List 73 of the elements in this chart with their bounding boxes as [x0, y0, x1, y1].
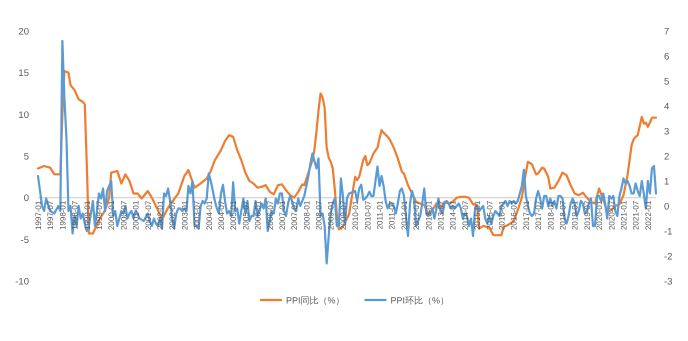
- line-series: [36, 40, 658, 265]
- x-tick-label: 2002-01: [156, 200, 165, 230]
- x-tick-label: 2001-07: [144, 200, 153, 230]
- x-tick-label: 2009-07: [338, 200, 348, 230]
- x-tick-label: 2019-01: [570, 200, 580, 230]
- x-tick-label: 2016-01: [498, 200, 506, 230]
- x-tick-label: 2006-01: [254, 200, 263, 230]
- x-tick-label: 2008-01: [302, 200, 312, 230]
- y2-tick-label: -1: [664, 226, 672, 238]
- y-tick-label: 10: [18, 110, 29, 121]
- x-tick-label: 2021-07: [632, 200, 641, 230]
- x-tick-label: 2009-01: [326, 200, 336, 230]
- x-tick-label: 2012-07: [412, 200, 422, 230]
- y-tick-label: -10: [15, 276, 29, 288]
- y2-tick-label: -3: [664, 276, 672, 288]
- y2-tick-label: -2: [664, 252, 672, 262]
- x-tick-label: 2007-07: [290, 200, 300, 230]
- x-tick-label: 2002-07: [168, 200, 178, 230]
- y2-tick-label: 0: [664, 202, 670, 212]
- x-tick-label: 2013-01: [424, 200, 434, 230]
- y2-tick-label: 2: [664, 152, 670, 162]
- y-tick-label: 5: [24, 152, 29, 162]
- x-tick-label: 2010-07: [363, 200, 372, 230]
- x-tick-label: 2001-01: [132, 200, 141, 230]
- x-tick-label: 2000-01: [107, 200, 116, 230]
- x-tick-label: 1997-07: [46, 200, 56, 230]
- y-tick-label: 0: [24, 193, 29, 204]
- y2-tick-label: 3: [664, 126, 670, 138]
- x-tick-label: 2020-01: [595, 200, 604, 230]
- legend-label: PPI同比（%）: [286, 296, 345, 306]
- line-series: [36, 70, 658, 236]
- y-tick-label: 20: [18, 26, 29, 38]
- y-tick-label: 15: [18, 68, 29, 80]
- x-tick-label: 1998-01: [58, 200, 68, 230]
- x-tick-label: 2013-07: [436, 200, 446, 230]
- x-tick-label: 2008-07: [314, 200, 324, 230]
- x-tick-label: 2019-07: [582, 200, 592, 230]
- x-tick-label: 2004-07: [216, 200, 226, 230]
- x-tick-label: 2018-07: [558, 200, 568, 230]
- x-tick-label: 2016-07: [510, 200, 519, 230]
- y2-tick-label: 4: [664, 102, 670, 112]
- x-tick-label: 2015-01: [473, 200, 482, 230]
- x-tick-label: 2003-07: [192, 200, 202, 230]
- x-tick-label: 2007-01: [278, 200, 287, 230]
- x-tick-label: 2005-07: [241, 200, 250, 230]
- y2-tick-label: 1: [664, 176, 670, 188]
- x-tick-label: 1999-07: [94, 200, 104, 230]
- x-tick-label: 2006-07: [266, 200, 275, 230]
- x-tick-label: 2011-01: [376, 200, 385, 230]
- x-tick-label: 2017-07: [534, 200, 544, 230]
- x-tick-label: 2005-01: [229, 200, 238, 230]
- y2-tick-label: 7: [664, 26, 670, 38]
- x-tick-label: 2015-07: [485, 200, 494, 230]
- x-tick-label: 2014-07: [460, 200, 470, 230]
- x-tick-label: 1997-01: [34, 200, 43, 230]
- x-tick-label: 1999-01: [82, 200, 92, 230]
- x-tick-label: 2021-01: [619, 200, 628, 230]
- x-tick-label: 2011-07: [388, 200, 397, 230]
- x-tick-label: 2003-01: [180, 200, 190, 230]
- x-tick-label: 2022-01: [644, 200, 653, 230]
- x-tick-label: 2004-01: [204, 200, 214, 230]
- legend-label: PPI环比（%）: [390, 296, 450, 306]
- x-tick-label: 2020-07: [607, 200, 616, 230]
- x-tick-label: 2014-01: [448, 200, 458, 230]
- y2-tick-label: 5: [664, 76, 670, 88]
- x-tick-label: 2018-01: [546, 200, 556, 230]
- y-tick-label: -5: [20, 234, 29, 246]
- x-tick-label: 1998-07: [70, 200, 80, 230]
- y2-tick-label: 6: [664, 52, 670, 62]
- x-tick-label: 2000-07: [119, 200, 128, 230]
- x-tick-label: 2017-01: [522, 200, 531, 230]
- x-tick-label: 2012-01: [400, 200, 409, 230]
- x-tick-label: 2010-01: [351, 200, 360, 230]
